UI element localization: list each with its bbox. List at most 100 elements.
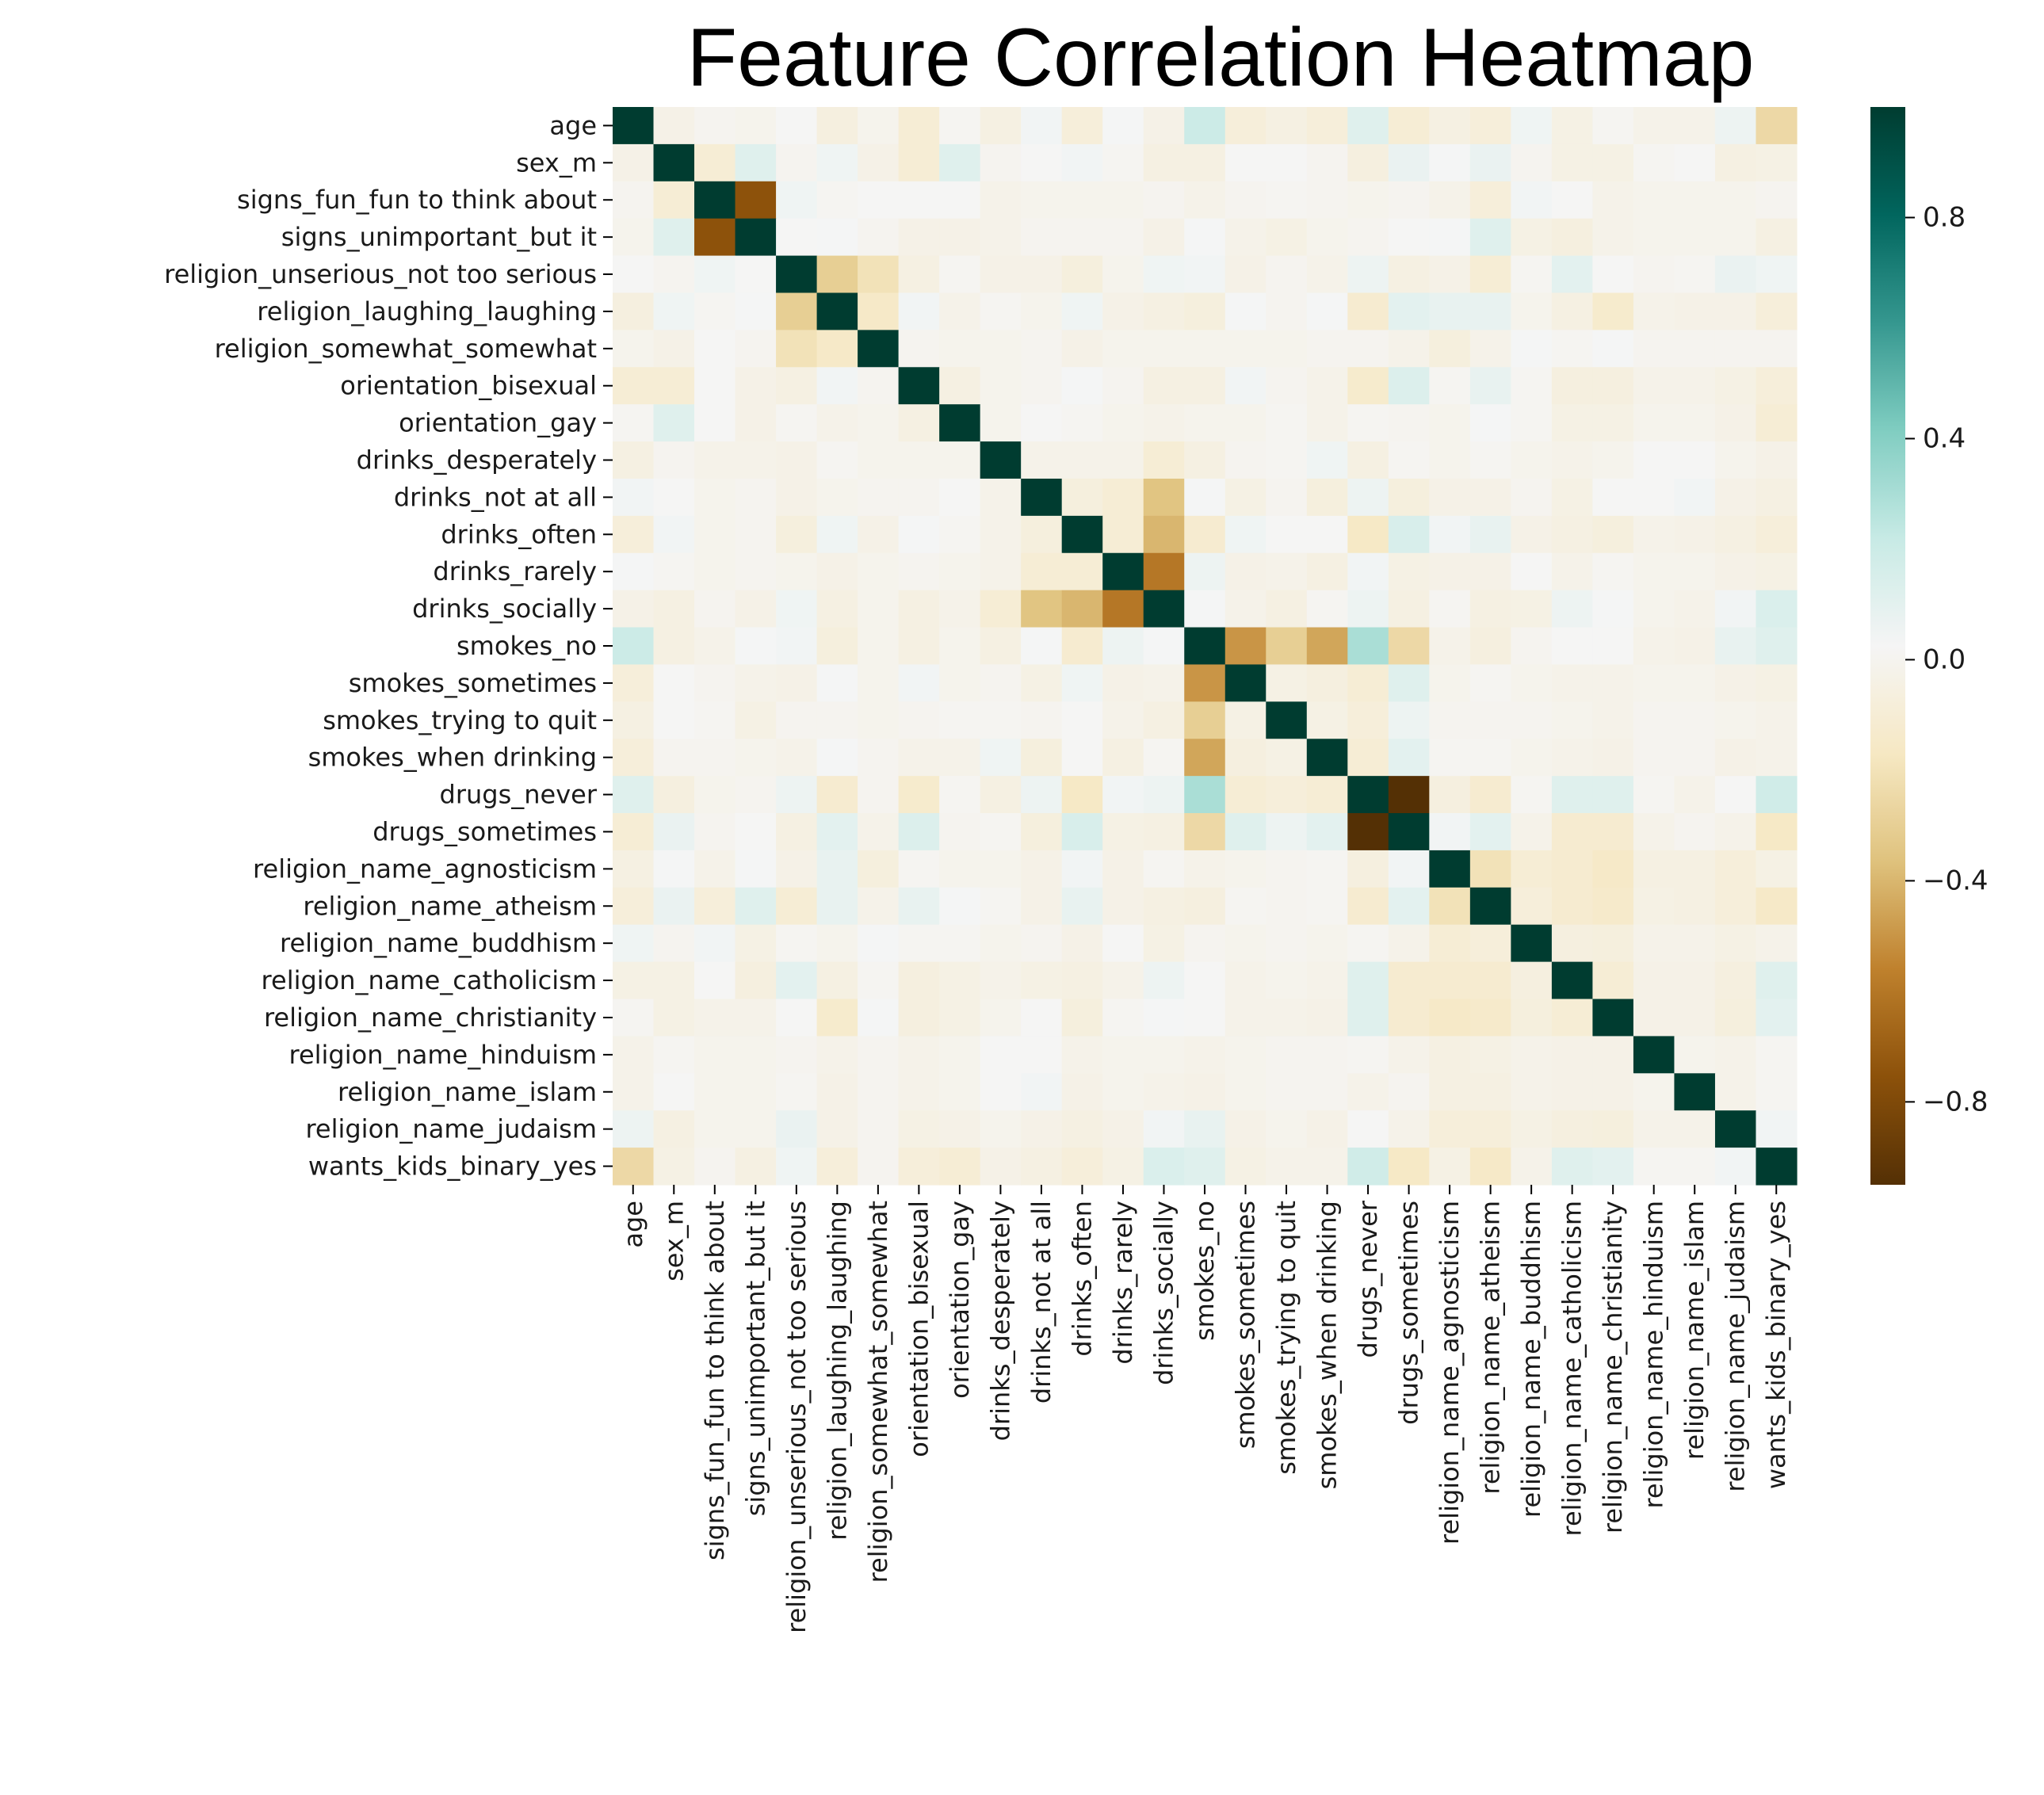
heatmap-cell (1429, 330, 1471, 368)
heatmap-cell (1429, 999, 1471, 1037)
heatmap-cell (776, 1110, 818, 1148)
heatmap-cell (939, 552, 981, 591)
heatmap-cell (980, 218, 1022, 257)
heatmap-cell (1674, 887, 1716, 926)
heatmap-cell (1511, 255, 1553, 294)
y-tick-label: religion_laughing_laughing (257, 296, 597, 327)
heatmap-cell (816, 813, 858, 851)
x-tick-label: age (618, 1201, 648, 1248)
heatmap-cell (1061, 143, 1103, 182)
heatmap-cell (980, 627, 1022, 666)
heatmap-cell (1021, 961, 1063, 1000)
heatmap-cell (858, 404, 900, 442)
heatmap-cell (1224, 330, 1267, 368)
heatmap-cell (1429, 478, 1471, 517)
heatmap-cell (1266, 367, 1308, 405)
heatmap-cell (1674, 701, 1716, 739)
heatmap-cell (1756, 552, 1798, 591)
heatmap-cell (1551, 478, 1594, 517)
heatmap-cell (1674, 999, 1716, 1037)
heatmap-cell (1143, 1036, 1185, 1074)
heatmap-cell (694, 255, 736, 294)
heatmap-cell (1756, 441, 1798, 479)
heatmap-cell (980, 1073, 1022, 1111)
heatmap-cell (858, 330, 900, 368)
heatmap-cell (735, 441, 777, 479)
heatmap-cell (1306, 330, 1348, 368)
heatmap-cell (1347, 1036, 1389, 1074)
heatmap-cell (1592, 961, 1634, 1000)
x-tick-label: orientation_bisexual (904, 1201, 934, 1457)
heatmap-cell (1633, 664, 1675, 702)
heatmap-cell (858, 292, 900, 330)
heatmap-cell (1429, 961, 1471, 1000)
heatmap-cell (1224, 924, 1267, 963)
heatmap-cell (1306, 739, 1348, 777)
heatmap-cell (735, 404, 777, 442)
heatmap-cell (898, 627, 940, 666)
y-tick-label: signs_unimportant_but it (281, 222, 597, 252)
x-tick-label: religion_laughing_laughing (822, 1201, 852, 1541)
heatmap-cell (1511, 367, 1553, 405)
heatmap-cell (858, 1036, 900, 1074)
heatmap-cell (653, 813, 695, 851)
heatmap-cell (1143, 1073, 1185, 1111)
heatmap-cell (1102, 739, 1144, 777)
heatmap-cell (1511, 850, 1553, 888)
heatmap-cell (980, 255, 1022, 294)
heatmap-cell (1061, 218, 1103, 257)
heatmap-cell (1143, 218, 1185, 257)
heatmap-cell (1388, 478, 1430, 517)
x-tick-label: orientation_gay (945, 1201, 975, 1399)
heatmap-cell (1633, 739, 1675, 777)
heatmap-cell (1143, 1148, 1185, 1186)
heatmap-cell (1184, 924, 1226, 963)
heatmap-cell (1306, 218, 1348, 257)
colorbar (1870, 107, 1905, 1185)
heatmap-cell (1388, 999, 1430, 1037)
heatmap-cell (1184, 961, 1226, 1000)
heatmap-cell (1347, 924, 1389, 963)
heatmap-cell (1224, 627, 1267, 666)
heatmap-cell (1469, 850, 1511, 888)
heatmap-cell (1633, 404, 1675, 442)
heatmap-cell (1429, 1073, 1471, 1111)
heatmap-cell (1143, 701, 1185, 739)
heatmap-cell (1756, 701, 1798, 739)
heatmap-cell (1633, 1148, 1675, 1186)
heatmap-cell (858, 181, 900, 220)
heatmap-cell (1592, 404, 1634, 442)
heatmap-cell (1714, 552, 1757, 591)
heatmap-cell (1674, 1073, 1716, 1111)
heatmap-cell (1266, 552, 1308, 591)
heatmap-cell (1469, 404, 1511, 442)
heatmap-cell (1714, 181, 1757, 220)
heatmap-cell (1306, 255, 1348, 294)
heatmap-cell (1306, 590, 1348, 628)
heatmap-cell (816, 850, 858, 888)
heatmap-cell (1266, 255, 1308, 294)
heatmap-cell (1551, 850, 1594, 888)
x-tick-label: religion_name_agnosticism (1435, 1201, 1465, 1545)
heatmap-cell (1714, 627, 1757, 666)
heatmap-cell (1102, 515, 1144, 554)
heatmap-cell (1714, 218, 1757, 257)
heatmap-cell (613, 776, 655, 814)
heatmap-cell (1266, 627, 1308, 666)
heatmap-cell (1306, 999, 1348, 1037)
heatmap-cell (1061, 1073, 1103, 1111)
heatmap-cell (1021, 404, 1063, 442)
heatmap-cell (735, 739, 777, 777)
y-tick-label: drinks_desperately (357, 445, 597, 475)
heatmap-cell (1184, 590, 1226, 628)
heatmap-cell (776, 552, 818, 591)
heatmap-cell (1061, 441, 1103, 479)
heatmap-cell (694, 590, 736, 628)
heatmap-cell (939, 1036, 981, 1074)
heatmap-cell (653, 590, 695, 628)
heatmap-cell (1633, 1036, 1675, 1074)
heatmap-cell (1388, 181, 1430, 220)
heatmap-cell (1388, 813, 1430, 851)
heatmap-cell (1511, 739, 1553, 777)
heatmap-cell (980, 776, 1022, 814)
